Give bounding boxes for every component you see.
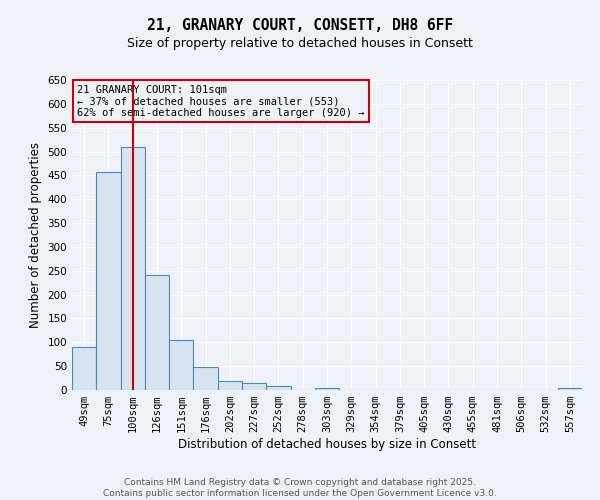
X-axis label: Distribution of detached houses by size in Consett: Distribution of detached houses by size … bbox=[178, 438, 476, 451]
Text: Contains HM Land Registry data © Crown copyright and database right 2025.
Contai: Contains HM Land Registry data © Crown c… bbox=[103, 478, 497, 498]
Bar bbox=[145, 274, 169, 390]
Bar bbox=[266, 386, 290, 390]
Bar bbox=[218, 381, 242, 390]
Bar bbox=[169, 340, 193, 390]
Bar bbox=[242, 384, 266, 390]
Y-axis label: Number of detached properties: Number of detached properties bbox=[29, 142, 42, 328]
Bar bbox=[72, 347, 96, 390]
Text: 21 GRANARY COURT: 101sqm
← 37% of detached houses are smaller (553)
62% of semi-: 21 GRANARY COURT: 101sqm ← 37% of detach… bbox=[77, 84, 365, 118]
Text: Size of property relative to detached houses in Consett: Size of property relative to detached ho… bbox=[127, 38, 473, 51]
Bar bbox=[315, 388, 339, 390]
Bar bbox=[558, 388, 582, 390]
Text: 21, GRANARY COURT, CONSETT, DH8 6FF: 21, GRANARY COURT, CONSETT, DH8 6FF bbox=[147, 18, 453, 32]
Bar bbox=[96, 172, 121, 390]
Bar bbox=[121, 147, 145, 390]
Bar bbox=[193, 367, 218, 390]
